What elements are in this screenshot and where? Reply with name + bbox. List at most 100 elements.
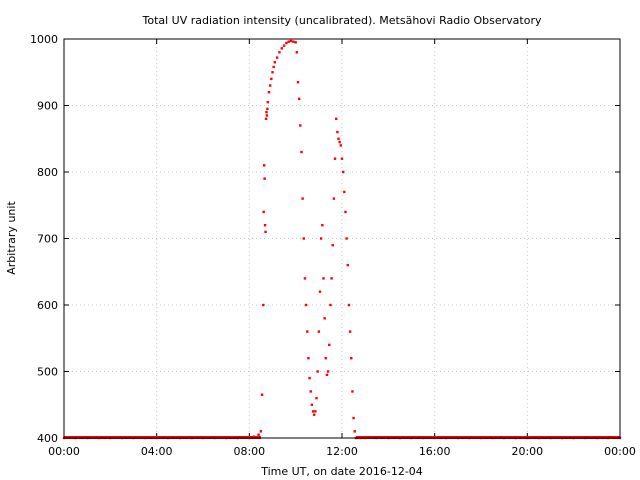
- x-tick-label: 00:00: [604, 445, 636, 458]
- data-point: [328, 343, 331, 347]
- y-tick-label: 400: [37, 432, 58, 445]
- data-point: [314, 410, 317, 413]
- data-point: [285, 41, 288, 45]
- grid-lines: [64, 39, 620, 438]
- data-point: [322, 277, 325, 280]
- data-point: [262, 210, 265, 214]
- data-point: [315, 396, 318, 400]
- data-point: [348, 330, 352, 333]
- x-tick-label: 04:00: [141, 445, 173, 458]
- data-point: [299, 124, 302, 127]
- data-point: [341, 170, 345, 174]
- data-point: [263, 224, 267, 227]
- x-axis-label: Time UT, on date 2016-12-04: [260, 465, 423, 478]
- data-point: [351, 390, 354, 393]
- data-point: [319, 237, 323, 240]
- data-point: [292, 40, 295, 43]
- data-point: [270, 77, 273, 81]
- data-point: [265, 114, 269, 117]
- data-point: [344, 210, 347, 214]
- data-point: [275, 56, 279, 59]
- y-tick-label: 800: [37, 166, 58, 179]
- y-axis-ticks: 400 500 600 700 800 900 1000: [30, 33, 620, 445]
- data-point: [307, 357, 310, 360]
- data-point: [268, 84, 272, 87]
- x-tick-label: 20:00: [511, 445, 543, 458]
- data-point: [278, 51, 281, 54]
- data-point: [266, 107, 269, 111]
- x-axis-ticks: 00:00 04:00 08:00 12:00 16:00 20:00 00:00: [48, 39, 636, 458]
- data-point: [300, 150, 303, 154]
- data-point: [264, 117, 268, 120]
- data-point: [339, 144, 343, 147]
- x-tick-label: 08:00: [233, 445, 265, 458]
- data-point: [316, 370, 319, 373]
- data-point: [335, 117, 338, 120]
- y-tick-label: 500: [37, 366, 58, 379]
- data-point: [333, 157, 337, 160]
- data-point: [325, 373, 329, 377]
- y-tick-label: 600: [37, 299, 58, 312]
- data-point: [336, 130, 339, 134]
- data-point: [280, 47, 283, 50]
- data-point: [337, 137, 340, 140]
- data-point: [340, 157, 344, 160]
- data-point: [352, 416, 355, 420]
- data-point: [301, 197, 304, 200]
- data-point: [267, 91, 271, 94]
- data-point: [262, 164, 266, 167]
- data-point: [331, 243, 334, 247]
- data-point: [311, 410, 315, 413]
- data-point: [309, 390, 312, 393]
- data-point: [310, 403, 314, 406]
- data-point: [271, 71, 274, 74]
- data-point: [343, 190, 346, 194]
- data-point: [272, 65, 275, 69]
- chart-title: Total UV radiation intensity (uncalibrat…: [142, 14, 542, 27]
- data-point: [338, 140, 341, 144]
- data-point: [265, 110, 268, 114]
- data-point: [296, 81, 300, 84]
- x-tick-label: 12:00: [326, 445, 358, 458]
- data-point: [308, 376, 311, 380]
- data-point: [260, 393, 264, 396]
- y-tick-label: 700: [37, 233, 58, 246]
- y-tick-label: 900: [37, 100, 58, 113]
- data-point: [262, 303, 265, 307]
- data-point: [329, 303, 332, 307]
- data-point: [326, 370, 330, 373]
- data-point: [287, 40, 290, 43]
- data-point: [318, 290, 322, 293]
- data-point: [259, 430, 263, 433]
- data-point: [306, 330, 309, 333]
- plot-frame: [63, 38, 621, 439]
- data-point: [302, 237, 305, 240]
- data-point: [282, 44, 286, 47]
- data-point: [346, 263, 349, 267]
- data-point: [303, 277, 307, 280]
- y-axis-label: Arbitrary unit: [5, 201, 18, 275]
- data-point: [289, 39, 293, 43]
- data-point: [347, 303, 351, 307]
- data-point: [304, 303, 308, 307]
- data-point: [321, 224, 324, 227]
- x-tick-label: 00:00: [48, 445, 80, 458]
- x-tick-label: 16:00: [419, 445, 451, 458]
- data-point: [263, 177, 266, 180]
- data-point: [350, 357, 353, 360]
- y-tick-label: 1000: [30, 33, 58, 46]
- data-point: [297, 97, 301, 101]
- data-point: [313, 413, 316, 416]
- data-point: [295, 51, 299, 54]
- data-point: [323, 317, 326, 320]
- data-point: [324, 357, 327, 360]
- data-point: [317, 330, 321, 333]
- data-point: [294, 41, 297, 44]
- data-point: [266, 100, 270, 104]
- data-point: [264, 230, 267, 234]
- data-point: [345, 237, 348, 240]
- data-point: [332, 197, 336, 200]
- data-point: [273, 61, 277, 64]
- data-point: [353, 430, 356, 433]
